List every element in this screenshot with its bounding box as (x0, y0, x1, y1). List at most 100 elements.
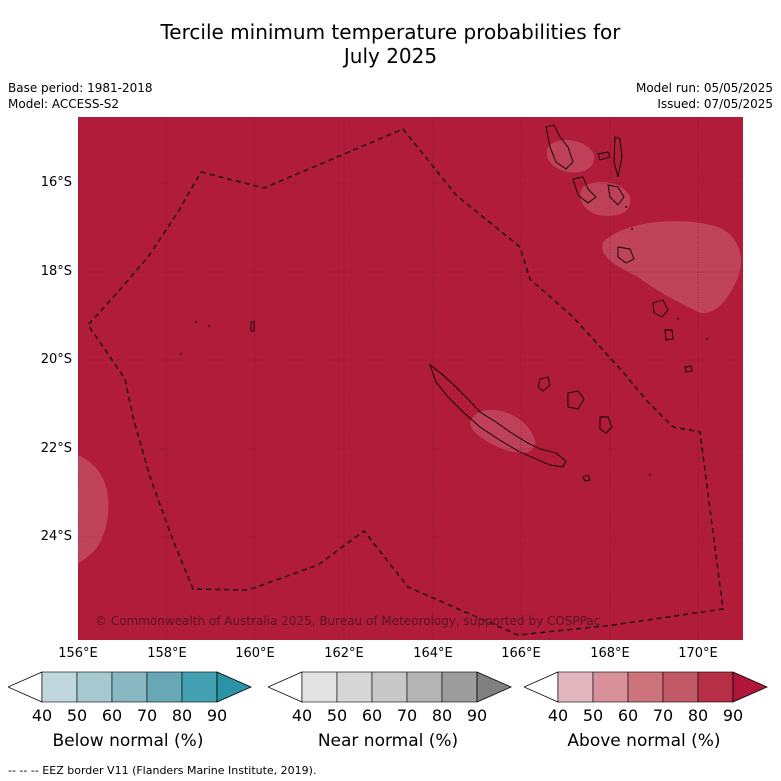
map-plot (78, 117, 743, 640)
cbar-near-bin-80 (441, 671, 478, 703)
map-title: Tercile minimum temperature probabilitie… (0, 20, 781, 68)
cbar-above-bin-50 (592, 671, 629, 703)
cbar-below-bin-50 (76, 671, 113, 703)
title-line-1: Tercile minimum temperature probabilitie… (160, 20, 621, 44)
vanuatu-maewo (613, 136, 623, 178)
map-background (78, 117, 743, 640)
lon-label-168: 168°E (590, 646, 630, 661)
cbar-near-tick-40: 40 (291, 706, 313, 725)
vanuatu-pentecost (607, 184, 625, 206)
islet-4 (677, 318, 679, 320)
islet-8 (631, 228, 633, 230)
islet-2 (208, 325, 210, 327)
vanuatu-espiritu-santo (545, 124, 574, 170)
cbar-below-tick-90: 90 (206, 706, 228, 725)
cbar-above-tick-40: 40 (547, 706, 569, 725)
small-islets (180, 206, 708, 476)
cbar-below-tick-50: 50 (66, 706, 88, 725)
cbar-near-highcap (476, 671, 512, 703)
lon-label-158: 158°E (147, 646, 187, 661)
cbar-near-lowcap (268, 671, 303, 703)
colorbar-below-title: Below normal (%) (52, 731, 204, 751)
patch-vanuatu-north (546, 139, 595, 173)
cbar-near-bin-70 (406, 671, 443, 703)
copyright-notice: © Commonwealth of Australia 2025, Bureau… (95, 614, 601, 628)
cbar-above-tick-90: 90 (722, 706, 744, 725)
cbar-near-bin-60 (371, 671, 408, 703)
cbar-near-bin-50 (336, 671, 373, 703)
meta-left: Base period: 1981-2018 Model: ACCESS-S2 (8, 80, 153, 112)
new-caledonia-island (429, 363, 567, 468)
cbar-above-tick-80: 80 (687, 706, 709, 725)
eez-border (87, 128, 724, 636)
lon-label-162: 162°E (324, 646, 364, 661)
base-period: Base period: 1981-2018 (8, 81, 153, 95)
model-name: Model: ACCESS-S2 (8, 97, 120, 111)
grid-lines (78, 117, 743, 640)
vanuatu-efate (617, 246, 635, 264)
lon-label-160: 160°E (235, 646, 275, 661)
issued-date: Issued: 07/05/2025 (657, 97, 773, 111)
lon-label-164: 164°E (413, 646, 453, 661)
chesterfield-islet (250, 320, 255, 332)
colorbar-above-title: Above normal (%) (567, 731, 721, 751)
islet-7 (625, 206, 627, 208)
cbar-below-bin-60 (111, 671, 148, 703)
lon-label-156: 156°E (58, 646, 98, 661)
cbar-above-bin-80 (697, 671, 734, 703)
cbar-below-tick-60: 60 (101, 706, 123, 725)
cbar-above-highcap (732, 671, 768, 703)
cbar-near-tick-70: 70 (396, 706, 418, 725)
patch-newcal (470, 409, 536, 453)
cbar-near-tick-90: 90 (466, 706, 488, 725)
cbar-above-bin-60 (627, 671, 664, 703)
vanuatu-erromango (652, 299, 669, 318)
patch-vanuatu-mid (580, 181, 631, 217)
cbar-above-bin-70 (662, 671, 699, 703)
cbar-below-tick-80: 80 (171, 706, 193, 725)
title-line-2: July 2025 (343, 44, 438, 68)
cbar-below-tick-40: 40 (31, 706, 53, 725)
cbar-above-lowcap (524, 671, 559, 703)
isle-of-pines (582, 474, 591, 482)
lat-label-16: 16°S (40, 175, 72, 190)
lat-label-22: 22°S (40, 441, 72, 456)
islet-1 (195, 321, 197, 323)
colorbar-near-title: Near normal (%) (317, 731, 459, 751)
lat-label-20: 20°S (40, 352, 72, 367)
islet-5 (706, 338, 708, 340)
cbar-near-tick-80: 80 (431, 706, 453, 725)
lat-label-18: 18°S (40, 264, 72, 279)
lon-label-166: 166°E (501, 646, 541, 661)
cbar-near-tick-50: 50 (326, 706, 348, 725)
cbar-below-bin-40 (41, 671, 78, 703)
colorbar-near-normal (268, 671, 512, 703)
cbar-above-tick-60: 60 (617, 706, 639, 725)
cbar-above-tick-50: 50 (582, 706, 604, 725)
vanuatu-tanna (664, 329, 674, 341)
cbar-above-bin-40 (557, 671, 594, 703)
islet-6 (649, 474, 651, 476)
islet-3 (180, 353, 182, 355)
lat-label-24: 24°S (40, 529, 72, 544)
cbar-above-tick-70: 70 (652, 706, 674, 725)
cbar-below-bin-80 (181, 671, 218, 703)
cbar-below-tick-70: 70 (136, 706, 158, 725)
model-run: Model run: 05/05/2025 (635, 81, 773, 95)
vanuatu-malakula (572, 176, 597, 204)
cbar-near-tick-60: 60 (361, 706, 383, 725)
loyalty-island-3 (599, 416, 613, 434)
colorbar-above-normal (524, 671, 768, 703)
meta-right: Model run: 05/05/2025 Issued: 07/05/2025 (636, 80, 773, 112)
cbar-below-bin-70 (146, 671, 183, 703)
eez-footnote: -- -- -- EEZ border V11 (Flanders Marine… (8, 764, 317, 777)
lon-label-170: 170°E (678, 646, 718, 661)
cbar-near-bin-40 (301, 671, 338, 703)
vanuatu-ambae (597, 151, 611, 161)
loyalty-island-1 (537, 376, 551, 392)
cbar-below-highcap (216, 671, 252, 703)
patch-east (602, 221, 742, 313)
cbar-below-lowcap (8, 671, 43, 703)
colorbar-below-normal (8, 671, 252, 703)
loyalty-island-2 (567, 390, 585, 410)
